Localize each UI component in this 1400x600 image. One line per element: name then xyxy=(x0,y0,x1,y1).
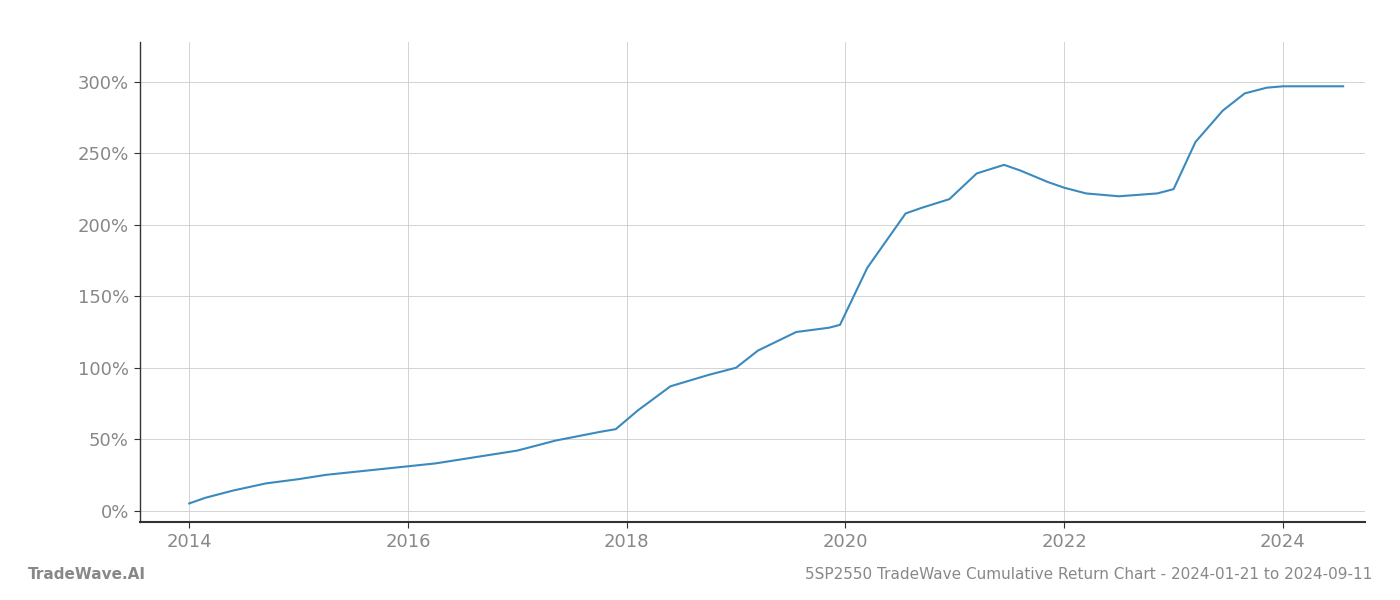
Text: 5SP2550 TradeWave Cumulative Return Chart - 2024-01-21 to 2024-09-11: 5SP2550 TradeWave Cumulative Return Char… xyxy=(805,567,1372,582)
Text: TradeWave.AI: TradeWave.AI xyxy=(28,567,146,582)
